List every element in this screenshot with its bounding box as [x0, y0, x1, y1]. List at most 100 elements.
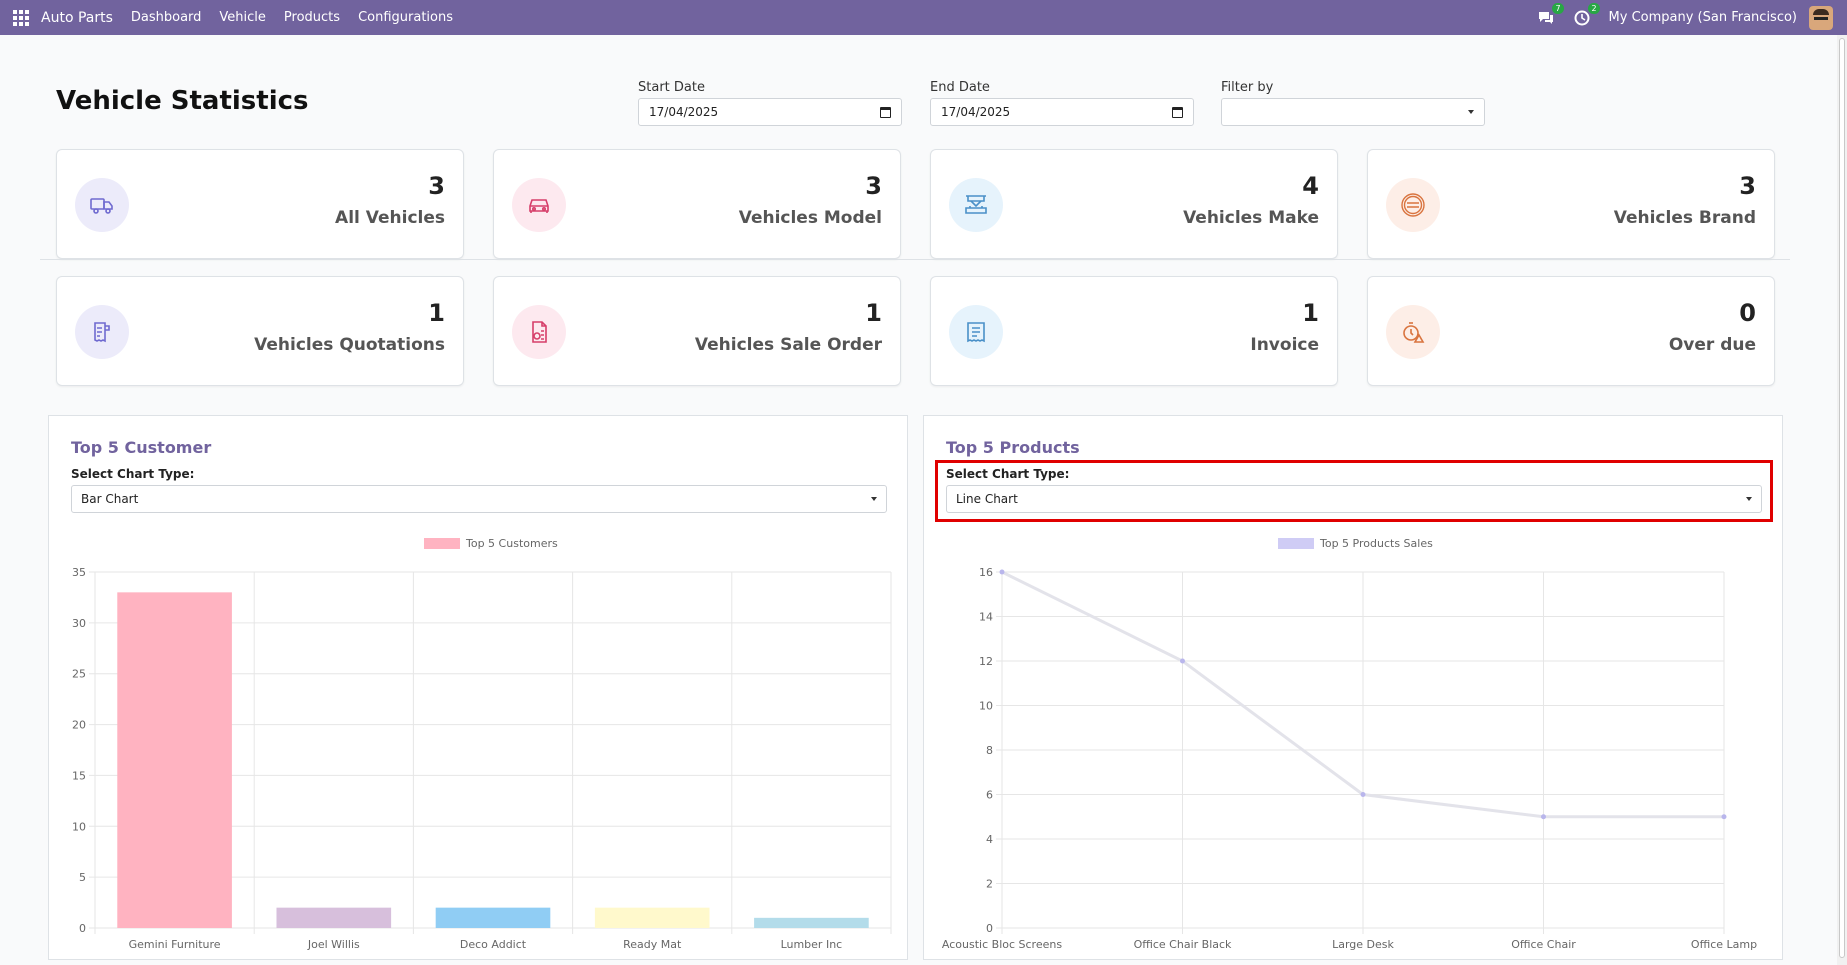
bar	[276, 907, 392, 928]
start-date-input[interactable]: 17/04/2025	[638, 98, 902, 126]
bar	[117, 592, 232, 928]
messages-button[interactable]: 7	[1537, 2, 1564, 27]
stat-icon-bg	[512, 178, 566, 232]
stat-icon-bg	[949, 178, 1003, 232]
scrollbar[interactable]	[1839, 38, 1845, 958]
stat-card-vehicles-quotations[interactable]: 1 Vehicles Quotations	[56, 276, 464, 386]
data-point	[1541, 814, 1546, 820]
activities-badge: 2	[1588, 2, 1600, 14]
stat-value: 3	[1739, 172, 1756, 200]
stat-label: Vehicles Brand	[1613, 208, 1756, 228]
y-tick-label: 15	[72, 769, 86, 782]
app-brand[interactable]: Auto Parts	[41, 9, 113, 26]
y-tick-label: 10	[72, 820, 86, 833]
menu-vehicle[interactable]: Vehicle	[219, 10, 266, 25]
invoice-icon	[967, 322, 985, 343]
stat-card-vehicles-brand[interactable]: 3 Vehicles Brand	[1367, 149, 1775, 259]
chat-icon	[1538, 11, 1553, 24]
stat-value: 3	[428, 172, 445, 200]
stat-value: 0	[1739, 299, 1756, 327]
stat-icon-bg	[1386, 178, 1440, 232]
stat-label: Vehicles Make	[1183, 208, 1319, 228]
clock-icon	[1574, 10, 1590, 25]
data-point	[1360, 792, 1366, 797]
stat-label: Vehicles Sale Order	[694, 335, 882, 355]
chart-type-value: Line Chart	[956, 492, 1018, 506]
x-tick-label: Acoustic Bloc Screens	[942, 938, 1062, 951]
app-grid-icon[interactable]	[13, 9, 29, 26]
customers-bar-chart: Top 5 Customers 0 5 10 15 20 25 30 35 Gemini Furn…	[72, 537, 892, 951]
truck-icon	[90, 198, 113, 214]
chevron-down-icon	[1468, 110, 1474, 114]
stat-icon-bg	[75, 178, 129, 232]
end-date-filter: End Date 17/04/2025	[930, 80, 1194, 126]
stat-card-over-due[interactable]: 0 Over due	[1367, 276, 1775, 386]
end-date-value: 17/04/2025	[941, 105, 1011, 119]
stat-card-all-vehicles[interactable]: 3 All Vehicles	[56, 149, 464, 259]
y-tick-label: 4	[986, 833, 993, 846]
stat-icon-bg	[512, 305, 566, 359]
calendar-icon[interactable]	[1172, 106, 1183, 118]
x-tick-label: Office Chair	[1511, 938, 1576, 951]
activities-button[interactable]: 2	[1573, 2, 1600, 27]
panel-title: Top 5 Products	[946, 438, 1080, 457]
stat-card-vehicles-sale-order[interactable]: 1 Vehicles Sale Order	[493, 276, 901, 386]
bar	[754, 917, 869, 928]
y-tick-label: 5	[79, 871, 86, 884]
y-tick-label: 0	[79, 922, 86, 935]
stat-value: 4	[1302, 172, 1319, 200]
menu-products[interactable]: Products	[283, 10, 341, 25]
x-tick-label: Office Lamp	[1691, 938, 1757, 951]
stat-card-invoice[interactable]: 1 Invoice	[930, 276, 1338, 386]
chart-type-select[interactable]: Line Chart	[946, 485, 1762, 513]
stat-value: 1	[1302, 299, 1319, 327]
stat-label: Over due	[1668, 335, 1756, 355]
x-tick-label: Ready Mat	[623, 938, 682, 951]
sale-order-icon	[532, 321, 547, 343]
stat-card-vehicles-model[interactable]: 3 Vehicles Model	[493, 149, 901, 259]
filter-by: Filter by	[1221, 80, 1485, 126]
chart-type-value: Bar Chart	[81, 492, 139, 506]
stat-icon-bg	[1386, 305, 1440, 359]
stat-value: 1	[428, 299, 445, 327]
company-switcher[interactable]: My Company (San Francisco)	[1608, 10, 1797, 25]
stat-label: All Vehicles	[335, 208, 445, 228]
x-tick-label: Gemini Furniture	[129, 938, 221, 951]
y-tick-label: 35	[72, 566, 86, 579]
data-point	[999, 569, 1005, 575]
legend-swatch	[1278, 538, 1314, 549]
section-divider	[40, 259, 1790, 260]
filter-by-label: Filter by	[1221, 80, 1274, 95]
end-date-input[interactable]: 17/04/2025	[930, 98, 1194, 126]
x-tick-label: Office Chair Black	[1134, 938, 1232, 951]
top-navbar: Auto Parts Dashboard Vehicle Products Co…	[0, 0, 1847, 35]
factory-icon	[965, 195, 987, 214]
stat-icon-bg	[75, 305, 129, 359]
brand-icon	[1401, 193, 1425, 217]
user-avatar[interactable]	[1809, 5, 1833, 30]
y-tick-label: 0	[986, 922, 993, 935]
calendar-icon[interactable]	[880, 106, 891, 118]
messages-badge: 7	[1552, 2, 1564, 14]
end-date-label: End Date	[930, 80, 990, 95]
menu-configurations[interactable]: Configurations	[358, 10, 453, 25]
car-icon	[529, 199, 549, 213]
stat-label: Vehicles Model	[738, 208, 882, 228]
y-tick-label: 6	[986, 789, 993, 802]
menu-dashboard[interactable]: Dashboard	[130, 10, 202, 25]
stat-card-vehicles-make[interactable]: 4 Vehicles Make	[930, 149, 1338, 259]
y-tick-label: 25	[72, 668, 86, 681]
y-tick-label: 2	[986, 878, 993, 891]
y-tick-label: 16	[979, 566, 993, 579]
y-tick-label: 30	[72, 617, 86, 630]
x-tick-label: Lumber Inc	[781, 938, 843, 951]
panel-title: Top 5 Customer	[71, 438, 212, 457]
y-tick-label: 10	[979, 700, 993, 713]
y-tick-label: 12	[979, 655, 993, 668]
x-tick-label: Joel Willis	[307, 938, 360, 951]
products-line-chart: Top 5 Products Sales 0 2 4 6 8 10 12 14 16 Acousti…	[942, 537, 1757, 951]
bar	[435, 907, 551, 928]
chart-type-select[interactable]: Bar Chart	[71, 485, 887, 513]
chart-type-label: Select Chart Type:	[946, 467, 1070, 481]
filter-by-select[interactable]	[1221, 98, 1485, 126]
